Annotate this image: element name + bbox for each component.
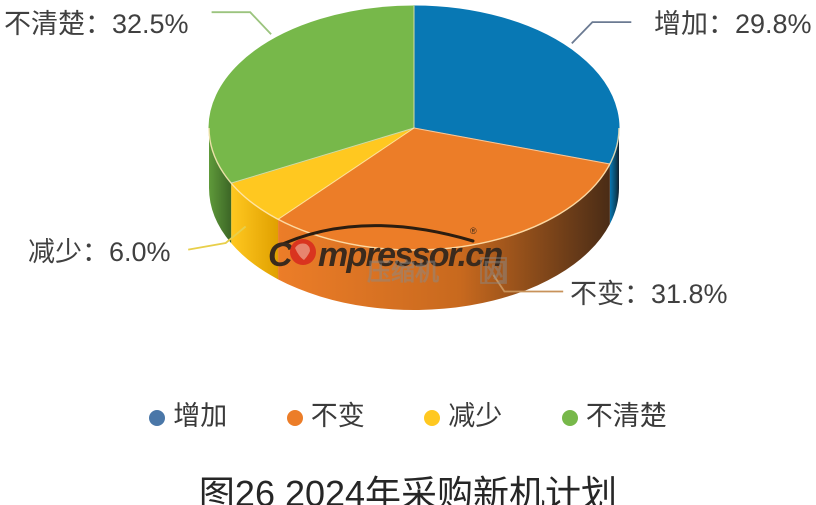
svg-text:®: ® (470, 226, 477, 236)
svg-text:压缩机: 压缩机 (367, 258, 439, 286)
svg-text:网: 网 (483, 259, 507, 286)
svg-text:C: C (268, 236, 293, 274)
